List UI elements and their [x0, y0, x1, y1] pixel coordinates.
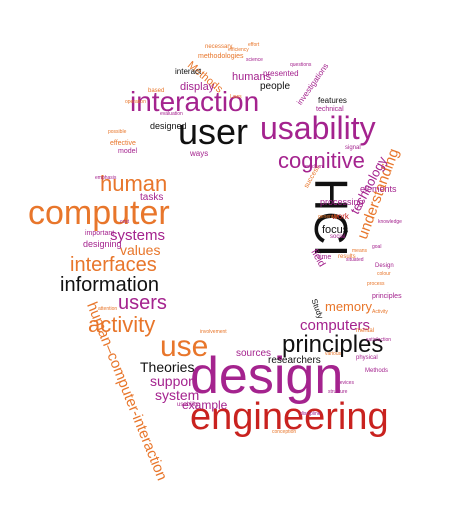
- cloud-word: based: [148, 88, 165, 94]
- cloud-word: presented: [263, 69, 299, 78]
- cloud-word: goal: [372, 244, 382, 250]
- cloud-word: model: [118, 148, 138, 155]
- cloud-word: systems: [110, 227, 166, 244]
- cloud-word: users: [118, 292, 167, 314]
- cloud-word: people: [260, 81, 291, 92]
- cloud-word: important: [85, 230, 115, 237]
- cloud-word: emphasis: [95, 175, 117, 181]
- cloud-word: discipline: [300, 411, 321, 417]
- cloud-word: generally: [318, 214, 339, 220]
- cloud-word: usability: [177, 402, 199, 408]
- cloud-word: evaluation: [160, 111, 183, 117]
- cloud-word: necessary: [205, 44, 233, 50]
- cloud-word: effective: [110, 140, 136, 147]
- cloud-word: social: [330, 234, 346, 240]
- cloud-word: various: [325, 351, 342, 357]
- cloud-word: tasks: [140, 192, 164, 203]
- cloud-word: Design: [375, 263, 394, 269]
- cloud-word: support: [150, 373, 197, 389]
- cloud-word: results: [338, 254, 356, 260]
- cloud-word: possible: [108, 129, 127, 135]
- cloud-word: designed: [150, 121, 187, 131]
- cloud-word: computers: [300, 317, 371, 334]
- cloud-word: time: [318, 254, 332, 261]
- cloud-word: interaction: [130, 86, 260, 117]
- cloud-word: design: [190, 347, 344, 405]
- cloud-word: engineering: [190, 396, 389, 438]
- cloud-word: situated: [346, 257, 364, 263]
- cloud-word: usability: [260, 110, 376, 146]
- cloud-word: principles: [372, 293, 402, 300]
- cloud-word: questions: [290, 62, 312, 68]
- cloud-word: mental: [356, 328, 375, 334]
- cloud-word: processing: [320, 197, 364, 207]
- cloud-word: medium: [305, 164, 323, 170]
- cloud-word: use: [160, 330, 209, 363]
- cloud-word: information: [60, 274, 159, 296]
- cloud-word: interfaces: [70, 254, 157, 276]
- cloud-word: human: [100, 171, 168, 196]
- cloud-word: Laws: [230, 94, 242, 100]
- cloud-word: signal: [345, 145, 361, 151]
- cloud-word: process: [367, 281, 385, 287]
- cloud-word: involvement: [200, 329, 227, 335]
- cloud-word: values: [120, 242, 161, 258]
- cloud-word: elements: [360, 184, 397, 194]
- cloud-word: activity: [88, 312, 156, 337]
- cloud-word: knowledge: [378, 219, 402, 225]
- cloud-word: computer: [28, 194, 170, 232]
- cloud-word: Methods: [365, 368, 389, 374]
- cloud-word: designing: [83, 239, 122, 249]
- cloud-word: methodologies: [198, 53, 244, 60]
- cloud-word: conception: [272, 429, 297, 435]
- cloud-word: physical: [356, 355, 378, 361]
- cloud-word: cost: [120, 219, 130, 225]
- cloud-word: effort: [248, 42, 260, 48]
- cloud-word: memory: [325, 299, 372, 314]
- cloud-word: satisfaction: [366, 337, 392, 343]
- cloud-word: principles: [282, 331, 384, 358]
- cloud-word: humans: [232, 71, 272, 83]
- cloud-word: cognitive: [278, 148, 365, 173]
- cloud-word: structure: [328, 389, 348, 395]
- cloud-word: science: [246, 57, 263, 63]
- cloud-word: user: [178, 111, 249, 152]
- cloud-word: Theories: [140, 359, 195, 375]
- cloud-word: Activity: [372, 309, 388, 315]
- cloud-word: devices: [337, 380, 354, 386]
- cloud-word: system: [155, 387, 200, 403]
- cloud-word: features: [318, 96, 347, 105]
- cloud-word: technical: [316, 106, 344, 113]
- cloud-word: operation: [125, 99, 146, 105]
- cloud-word: focus: [322, 224, 349, 236]
- cloud-word: example: [182, 398, 228, 412]
- cloud-word: interact: [175, 67, 202, 76]
- cloud-word: efficiency: [228, 47, 249, 53]
- cloud-word: attention: [98, 306, 118, 312]
- cloud-word: means: [352, 248, 368, 254]
- cloud-word: ways: [190, 149, 209, 158]
- cloud-word: sources: [236, 348, 272, 359]
- cloud-word: display: [180, 81, 215, 93]
- cloud-word: work: [332, 212, 349, 221]
- cloud-word: colour: [377, 271, 391, 277]
- cloud-word: researchers: [268, 355, 321, 366]
